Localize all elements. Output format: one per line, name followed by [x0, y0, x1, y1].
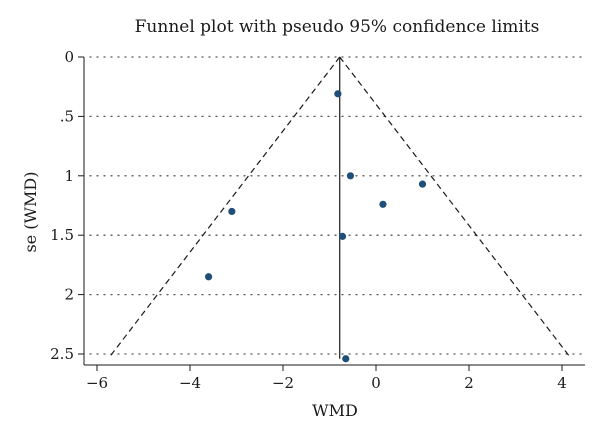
x-axis-label: WMD	[312, 401, 358, 420]
data-point-3	[379, 200, 387, 208]
chart-title: Funnel plot with pseudo 95% confidence l…	[135, 17, 540, 37]
ci-line-left	[109, 56, 341, 357]
grid-lines	[89, 56, 586, 355]
y-tick-label-4: 2	[64, 286, 74, 304]
x-ticks: −6 −4 −2 0 2 4	[86, 365, 567, 392]
data-point-0	[334, 90, 342, 98]
y-tick-label-1: .5	[60, 107, 74, 125]
data-point-7	[342, 355, 350, 363]
y-tick-label-3: 1.5	[50, 226, 74, 244]
study-points	[205, 90, 427, 363]
confidence-limits	[109, 56, 570, 357]
x-tick-label-2: −2	[272, 374, 294, 392]
x-tick-label-1: −4	[179, 374, 201, 392]
axes	[83, 57, 585, 366]
y-ticks: 0 .5 1 1.5 2 2.5	[50, 48, 84, 363]
x-tick-label-4: 2	[464, 374, 474, 392]
y-tick-label-5: 2.5	[50, 345, 74, 363]
data-point-6	[205, 273, 213, 281]
y-tick-label-0: 0	[64, 48, 74, 66]
ci-line-right	[339, 56, 570, 357]
data-point-2	[418, 180, 427, 188]
y-tick-label-2: 1	[64, 167, 74, 185]
x-tick-label-0: −6	[86, 374, 108, 392]
data-point-5	[338, 232, 347, 240]
x-tick-label-5: 4	[557, 374, 567, 392]
y-axis-label: se (WMD)	[21, 172, 40, 253]
x-tick-label-3: 0	[371, 374, 381, 392]
data-point-1	[346, 172, 355, 180]
data-point-4	[228, 207, 236, 216]
